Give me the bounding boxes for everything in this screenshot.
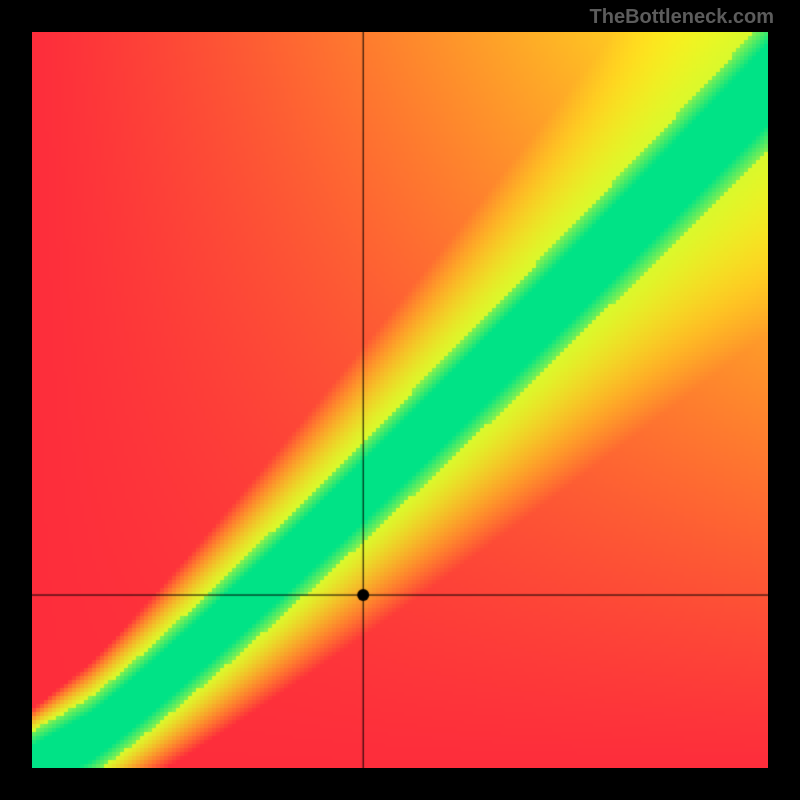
heatmap-plot [32,32,768,768]
attribution-text: TheBottleneck.com [590,6,774,29]
chart-frame: TheBottleneck.com [0,0,800,800]
heatmap-canvas [32,32,768,768]
